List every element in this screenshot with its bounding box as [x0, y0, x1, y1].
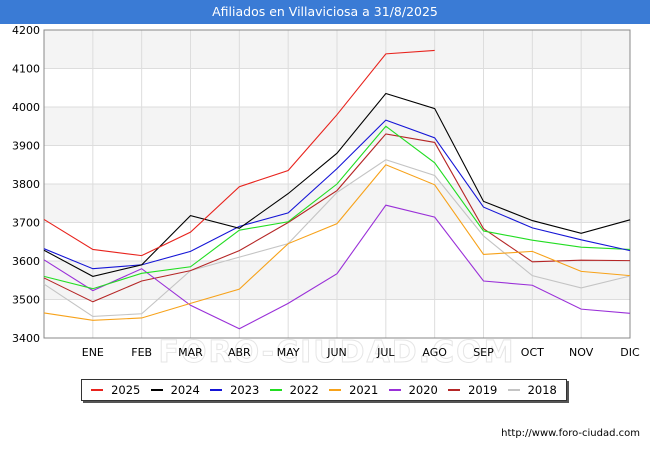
legend-label: 2018: [527, 383, 557, 397]
x-tick-label: MAY: [277, 346, 300, 359]
legend-label: 2021: [349, 383, 379, 397]
source-url[interactable]: http://www.foro-ciudad.com: [501, 428, 640, 439]
legend-item-2019: 2019: [448, 383, 497, 397]
y-tick-label: 3800: [12, 178, 40, 191]
legend-swatch: [150, 389, 163, 391]
x-tick-label: AGO: [422, 346, 447, 359]
legend-swatch: [269, 389, 282, 391]
y-tick-label: 4000: [12, 101, 40, 114]
legend-item-2021: 2021: [329, 383, 378, 397]
legend-swatch: [388, 389, 401, 391]
legend-swatch: [507, 389, 520, 391]
series-line-2018: [43, 159, 631, 317]
legend-item-2023: 2023: [210, 383, 259, 397]
legend-label: 2024: [170, 383, 200, 397]
legend-label: 2025: [111, 383, 141, 397]
y-tick-label: 3500: [12, 294, 40, 307]
x-tick-label: DIC: [620, 346, 640, 359]
series-line-2025: [43, 49, 435, 257]
legend-item-2024: 2024: [150, 383, 200, 397]
legend-label: 2020: [408, 383, 438, 397]
x-tick-label: JUL: [376, 346, 395, 359]
legend-swatch: [210, 389, 223, 391]
y-tick-label: 4100: [12, 63, 40, 76]
x-tick-label: SEP: [473, 346, 494, 359]
series-line-2021: [43, 164, 631, 321]
legend-item-2022: 2022: [269, 383, 319, 397]
y-tick-label: 3600: [12, 255, 40, 268]
plot-frame: [43, 29, 631, 339]
y-tick-label: 3700: [12, 217, 40, 230]
y-tick-label: 3900: [12, 140, 40, 153]
legend-swatch: [329, 389, 342, 391]
chart-title: Afiliados en Villaviciosa a 31/8/2025: [0, 0, 650, 24]
legend-swatch: [448, 389, 461, 391]
x-tick-label: NOV: [569, 346, 594, 359]
x-tick-label: OCT: [521, 346, 544, 359]
x-tick-label: MAR: [178, 346, 203, 359]
series-line-2024: [43, 92, 631, 277]
series-line-2020: [43, 204, 631, 330]
x-tick-label: ABR: [228, 346, 251, 359]
x-tick-label: ENE: [82, 346, 104, 359]
legend-label: 2023: [230, 383, 260, 397]
y-tick-label: 3400: [12, 332, 40, 345]
series-line-2019: [43, 133, 631, 303]
legend-item-2025: 2025: [91, 383, 140, 397]
chart-legend: 2025 2024 2023 2022 2021 2020 2019 2018: [81, 379, 567, 401]
legend-item-2020: 2020: [388, 383, 438, 397]
series-line-2022: [43, 125, 631, 290]
x-tick-label: FEB: [131, 346, 152, 359]
watermark: FORO-CIUDAD.COM: [159, 335, 516, 370]
legend-label: 2019: [468, 383, 498, 397]
legend-swatch: [91, 389, 104, 391]
x-tick-label: JUN: [326, 346, 347, 359]
legend-item-2018: 2018: [507, 383, 557, 397]
legend-label: 2022: [289, 383, 319, 397]
y-tick-label: 4200: [12, 24, 40, 37]
